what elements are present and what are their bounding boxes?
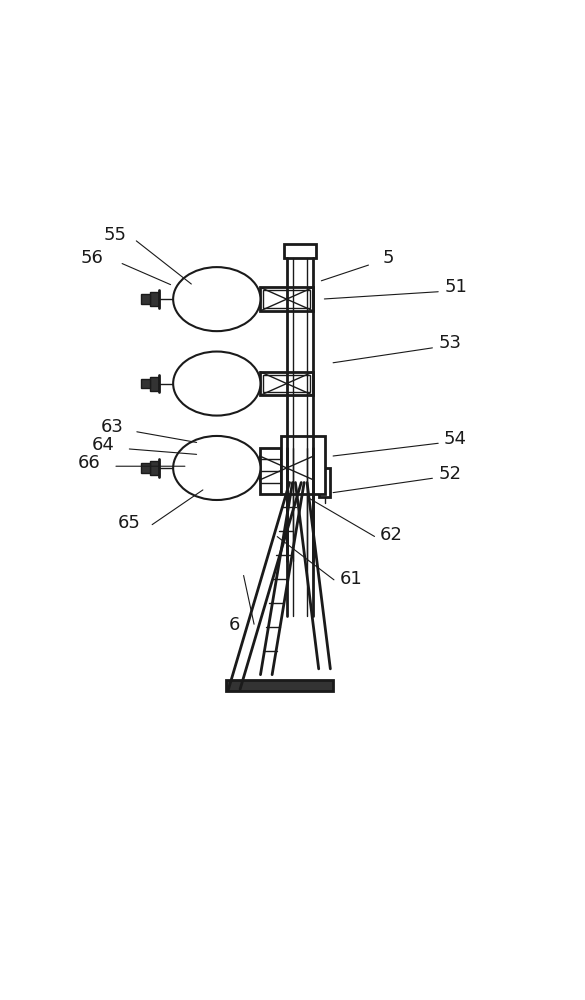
Bar: [284, 244, 316, 258]
Ellipse shape: [173, 352, 260, 416]
Text: 53: 53: [438, 334, 461, 352]
Bar: [263, 459, 310, 477]
Ellipse shape: [173, 436, 260, 500]
Bar: [141, 379, 150, 388]
Bar: [150, 377, 159, 391]
Ellipse shape: [173, 267, 260, 331]
Text: 61: 61: [339, 570, 362, 588]
Bar: [263, 375, 310, 392]
Bar: [319, 468, 331, 497]
Bar: [150, 461, 159, 475]
Text: 66: 66: [77, 454, 100, 472]
Text: 52: 52: [438, 465, 461, 483]
Text: 5: 5: [383, 249, 394, 267]
Bar: [141, 294, 150, 304]
Text: 63: 63: [101, 418, 123, 436]
Bar: [182, 460, 199, 481]
Text: 51: 51: [444, 278, 467, 296]
Bar: [141, 463, 150, 473]
Bar: [281, 436, 325, 494]
Text: 6: 6: [229, 616, 240, 634]
Text: 64: 64: [92, 436, 115, 454]
Text: 55: 55: [104, 226, 126, 244]
Text: 54: 54: [444, 430, 467, 448]
Bar: [260, 287, 313, 311]
Bar: [260, 372, 313, 395]
Text: 56: 56: [80, 249, 103, 267]
Bar: [226, 680, 333, 691]
Bar: [260, 456, 313, 480]
Bar: [260, 448, 281, 494]
Bar: [150, 292, 159, 306]
Text: 65: 65: [118, 514, 141, 532]
Text: 62: 62: [380, 526, 403, 544]
Bar: [263, 290, 310, 308]
